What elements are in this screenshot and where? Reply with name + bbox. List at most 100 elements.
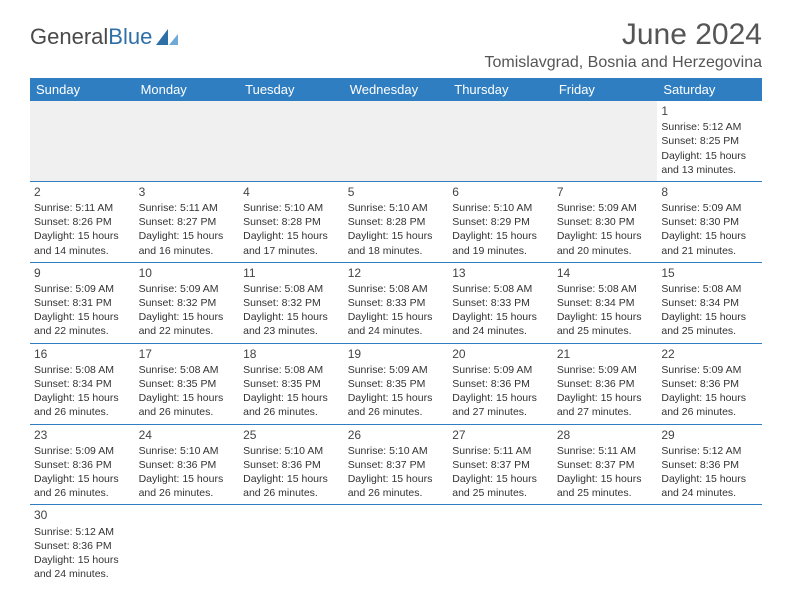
day-number: 29 [661,427,758,443]
sunrise-line: Sunrise: 5:08 AM [348,282,445,296]
sunrise-line: Sunrise: 5:12 AM [661,120,758,134]
daylight-line: Daylight: 15 hours and 25 minutes. [452,472,549,500]
sunrise-line: Sunrise: 5:12 AM [34,525,131,539]
sunrise-line: Sunrise: 5:08 AM [139,363,236,377]
calendar-cell: 20Sunrise: 5:09 AMSunset: 8:36 PMDayligh… [448,343,553,424]
sunset-line: Sunset: 8:36 PM [452,377,549,391]
daylight-line: Daylight: 15 hours and 25 minutes. [661,310,758,338]
calendar-cell [448,505,553,585]
sunrise-line: Sunrise: 5:10 AM [452,201,549,215]
calendar-cell: 17Sunrise: 5:08 AMSunset: 8:35 PMDayligh… [135,343,240,424]
weekday-header: Monday [135,78,240,101]
daylight-line: Daylight: 15 hours and 26 minutes. [243,472,340,500]
brand-logo: GeneralBlue [30,18,180,50]
title-block: June 2024 Tomislavgrad, Bosnia and Herze… [485,18,762,72]
day-number: 23 [34,427,131,443]
weekday-header: Tuesday [239,78,344,101]
sunrise-line: Sunrise: 5:08 AM [557,282,654,296]
day-number: 27 [452,427,549,443]
daylight-line: Daylight: 15 hours and 26 minutes. [34,472,131,500]
calendar-cell: 13Sunrise: 5:08 AMSunset: 8:33 PMDayligh… [448,262,553,343]
sunset-line: Sunset: 8:36 PM [34,458,131,472]
calendar-cell: 16Sunrise: 5:08 AMSunset: 8:34 PMDayligh… [30,343,135,424]
daylight-line: Daylight: 15 hours and 19 minutes. [452,229,549,257]
sunrise-line: Sunrise: 5:11 AM [34,201,131,215]
calendar-cell: 29Sunrise: 5:12 AMSunset: 8:36 PMDayligh… [657,424,762,505]
sunset-line: Sunset: 8:37 PM [557,458,654,472]
calendar-cell [239,505,344,585]
calendar-header: SundayMondayTuesdayWednesdayThursdayFrid… [30,78,762,101]
sunset-line: Sunset: 8:36 PM [34,539,131,553]
month-title: June 2024 [485,18,762,52]
calendar-cell: 25Sunrise: 5:10 AMSunset: 8:36 PMDayligh… [239,424,344,505]
sunrise-line: Sunrise: 5:10 AM [348,444,445,458]
sunset-line: Sunset: 8:32 PM [243,296,340,310]
day-number: 12 [348,265,445,281]
sunset-line: Sunset: 8:36 PM [557,377,654,391]
day-number: 24 [139,427,236,443]
weekday-header: Friday [553,78,658,101]
day-number: 9 [34,265,131,281]
calendar-cell: 18Sunrise: 5:08 AMSunset: 8:35 PMDayligh… [239,343,344,424]
sunset-line: Sunset: 8:34 PM [557,296,654,310]
day-number: 3 [139,184,236,200]
day-number: 6 [452,184,549,200]
day-number: 8 [661,184,758,200]
daylight-line: Daylight: 15 hours and 22 minutes. [139,310,236,338]
daylight-line: Daylight: 15 hours and 23 minutes. [243,310,340,338]
sunset-line: Sunset: 8:34 PM [34,377,131,391]
daylight-line: Daylight: 15 hours and 26 minutes. [348,472,445,500]
calendar-cell: 9Sunrise: 5:09 AMSunset: 8:31 PMDaylight… [30,262,135,343]
day-number: 1 [661,103,758,119]
sunrise-line: Sunrise: 5:11 AM [452,444,549,458]
sunrise-line: Sunrise: 5:09 AM [34,444,131,458]
day-number: 21 [557,346,654,362]
sunset-line: Sunset: 8:26 PM [34,215,131,229]
sunrise-line: Sunrise: 5:09 AM [452,363,549,377]
location: Tomislavgrad, Bosnia and Herzegovina [485,54,762,72]
sunrise-line: Sunrise: 5:09 AM [661,201,758,215]
sunset-line: Sunset: 8:28 PM [348,215,445,229]
sunrise-line: Sunrise: 5:10 AM [348,201,445,215]
daylight-line: Daylight: 15 hours and 20 minutes. [557,229,654,257]
calendar-cell [135,505,240,585]
daylight-line: Daylight: 15 hours and 26 minutes. [34,391,131,419]
sunset-line: Sunset: 8:35 PM [348,377,445,391]
calendar-cell [448,101,553,181]
daylight-line: Daylight: 15 hours and 24 minutes. [348,310,445,338]
sunset-line: Sunset: 8:28 PM [243,215,340,229]
calendar-cell: 24Sunrise: 5:10 AMSunset: 8:36 PMDayligh… [135,424,240,505]
calendar-cell [135,101,240,181]
sunrise-line: Sunrise: 5:12 AM [661,444,758,458]
calendar-cell [553,505,658,585]
sunrise-line: Sunrise: 5:08 AM [661,282,758,296]
sunset-line: Sunset: 8:36 PM [243,458,340,472]
sunset-line: Sunset: 8:30 PM [661,215,758,229]
calendar-cell: 4Sunrise: 5:10 AMSunset: 8:28 PMDaylight… [239,181,344,262]
sunrise-line: Sunrise: 5:09 AM [661,363,758,377]
calendar-cell: 23Sunrise: 5:09 AMSunset: 8:36 PMDayligh… [30,424,135,505]
calendar-cell: 28Sunrise: 5:11 AMSunset: 8:37 PMDayligh… [553,424,658,505]
calendar-cell: 8Sunrise: 5:09 AMSunset: 8:30 PMDaylight… [657,181,762,262]
calendar-cell: 19Sunrise: 5:09 AMSunset: 8:35 PMDayligh… [344,343,449,424]
calendar-cell: 3Sunrise: 5:11 AMSunset: 8:27 PMDaylight… [135,181,240,262]
day-number: 26 [348,427,445,443]
day-number: 30 [34,507,131,523]
sunset-line: Sunset: 8:36 PM [661,458,758,472]
day-number: 7 [557,184,654,200]
calendar-cell: 15Sunrise: 5:08 AMSunset: 8:34 PMDayligh… [657,262,762,343]
sunrise-line: Sunrise: 5:11 AM [557,444,654,458]
day-number: 22 [661,346,758,362]
day-number: 19 [348,346,445,362]
daylight-line: Daylight: 15 hours and 26 minutes. [139,472,236,500]
sunrise-line: Sunrise: 5:08 AM [34,363,131,377]
daylight-line: Daylight: 15 hours and 16 minutes. [139,229,236,257]
calendar-cell: 14Sunrise: 5:08 AMSunset: 8:34 PMDayligh… [553,262,658,343]
daylight-line: Daylight: 15 hours and 26 minutes. [243,391,340,419]
daylight-line: Daylight: 15 hours and 26 minutes. [348,391,445,419]
sunset-line: Sunset: 8:37 PM [348,458,445,472]
daylight-line: Daylight: 15 hours and 27 minutes. [452,391,549,419]
weekday-header: Wednesday [344,78,449,101]
weekday-header: Saturday [657,78,762,101]
sunset-line: Sunset: 8:29 PM [452,215,549,229]
